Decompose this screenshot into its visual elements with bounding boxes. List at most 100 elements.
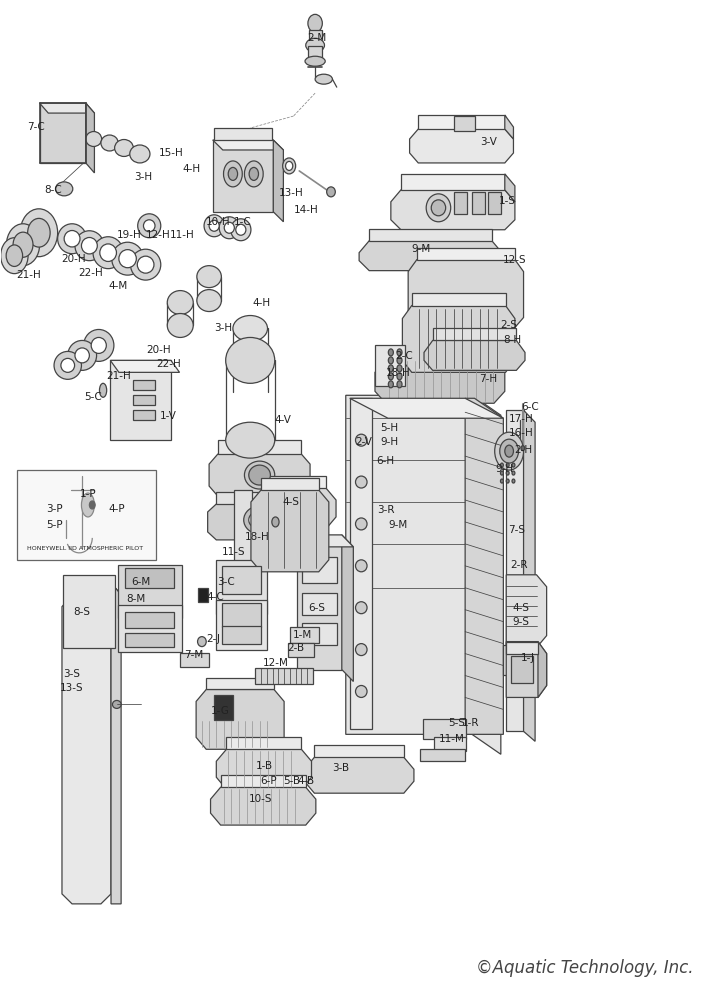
Ellipse shape xyxy=(167,291,193,315)
Bar xyxy=(434,737,466,751)
Text: 3-C: 3-C xyxy=(217,577,235,587)
Text: 6-P: 6-P xyxy=(260,776,277,786)
Ellipse shape xyxy=(81,237,97,254)
Polygon shape xyxy=(110,360,180,372)
Polygon shape xyxy=(418,115,505,129)
Ellipse shape xyxy=(306,38,324,52)
Polygon shape xyxy=(211,787,316,825)
Ellipse shape xyxy=(249,465,270,485)
Text: 6-H: 6-H xyxy=(376,456,394,466)
Polygon shape xyxy=(297,535,342,670)
Polygon shape xyxy=(216,600,267,650)
Polygon shape xyxy=(261,478,319,490)
Bar xyxy=(308,46,322,60)
Polygon shape xyxy=(101,583,121,607)
Bar xyxy=(133,410,155,420)
Text: 8-H: 8-H xyxy=(503,335,521,345)
Polygon shape xyxy=(375,359,505,403)
Ellipse shape xyxy=(512,471,515,475)
Ellipse shape xyxy=(75,231,104,261)
Polygon shape xyxy=(506,642,538,654)
Ellipse shape xyxy=(91,337,106,353)
Text: 3-B: 3-B xyxy=(332,763,349,773)
Text: 4-H: 4-H xyxy=(252,298,270,308)
Ellipse shape xyxy=(58,224,86,254)
Text: 9-M: 9-M xyxy=(411,244,431,254)
Ellipse shape xyxy=(233,316,268,341)
Polygon shape xyxy=(304,757,414,793)
Polygon shape xyxy=(40,103,94,113)
Text: 2-R: 2-R xyxy=(510,560,528,570)
Ellipse shape xyxy=(397,381,402,388)
Ellipse shape xyxy=(397,373,402,380)
Ellipse shape xyxy=(13,232,33,257)
Ellipse shape xyxy=(198,637,206,647)
Text: 9-H: 9-H xyxy=(380,437,398,447)
Ellipse shape xyxy=(99,383,106,397)
Polygon shape xyxy=(110,360,171,440)
Text: 8-C: 8-C xyxy=(44,185,62,195)
Text: 5-S: 5-S xyxy=(448,718,465,728)
Polygon shape xyxy=(359,241,502,271)
Text: 5-H: 5-H xyxy=(380,423,398,433)
Text: 4-S: 4-S xyxy=(512,603,529,613)
Bar xyxy=(17,470,156,560)
Text: 3-V: 3-V xyxy=(480,137,497,147)
Ellipse shape xyxy=(521,446,525,451)
Text: 1-R: 1-R xyxy=(461,718,479,728)
Ellipse shape xyxy=(500,463,503,467)
Text: 5-C: 5-C xyxy=(84,392,102,402)
Polygon shape xyxy=(314,745,404,757)
Polygon shape xyxy=(206,678,274,689)
Ellipse shape xyxy=(426,194,451,222)
Text: 2-J: 2-J xyxy=(206,634,220,644)
Ellipse shape xyxy=(388,357,393,364)
Polygon shape xyxy=(523,410,535,741)
Text: 18-H: 18-H xyxy=(245,532,270,542)
Polygon shape xyxy=(350,398,503,418)
Text: 8-S: 8-S xyxy=(74,607,90,617)
Polygon shape xyxy=(297,535,353,547)
Text: 4-M: 4-M xyxy=(109,281,128,291)
Ellipse shape xyxy=(197,266,222,288)
Text: 9-M: 9-M xyxy=(389,520,408,530)
Text: 3-P: 3-P xyxy=(46,504,63,514)
Text: 21-H: 21-H xyxy=(17,270,41,280)
Ellipse shape xyxy=(224,161,243,187)
Ellipse shape xyxy=(500,479,503,483)
Ellipse shape xyxy=(101,135,118,151)
Bar xyxy=(421,749,465,761)
Bar xyxy=(133,395,155,405)
Text: 3-H: 3-H xyxy=(135,172,153,182)
Bar xyxy=(180,653,209,667)
Ellipse shape xyxy=(506,479,509,483)
Ellipse shape xyxy=(500,439,518,463)
Text: 2-V: 2-V xyxy=(355,437,372,447)
Text: 7-H: 7-H xyxy=(479,374,497,384)
Bar xyxy=(423,719,466,739)
Ellipse shape xyxy=(397,357,402,364)
Text: 17-H: 17-H xyxy=(509,414,534,424)
Ellipse shape xyxy=(388,381,393,388)
Text: 3-S: 3-S xyxy=(63,669,80,679)
Text: 1-B: 1-B xyxy=(256,761,272,771)
Ellipse shape xyxy=(89,501,95,509)
Text: 1-C: 1-C xyxy=(233,217,251,227)
Text: 2-M: 2-M xyxy=(308,33,327,43)
Ellipse shape xyxy=(75,348,89,363)
Polygon shape xyxy=(408,260,523,327)
Ellipse shape xyxy=(167,314,193,337)
Polygon shape xyxy=(346,395,501,754)
Ellipse shape xyxy=(61,358,75,372)
Polygon shape xyxy=(256,668,313,684)
Polygon shape xyxy=(342,535,353,681)
Text: 5-P: 5-P xyxy=(46,520,63,530)
Ellipse shape xyxy=(197,290,222,312)
Text: 4-V: 4-V xyxy=(274,415,291,425)
Ellipse shape xyxy=(100,244,117,261)
Text: 13-S: 13-S xyxy=(59,683,83,693)
Ellipse shape xyxy=(204,215,224,237)
Polygon shape xyxy=(375,345,405,386)
Text: 22-H: 22-H xyxy=(78,268,104,278)
Text: 10-S: 10-S xyxy=(249,794,273,804)
